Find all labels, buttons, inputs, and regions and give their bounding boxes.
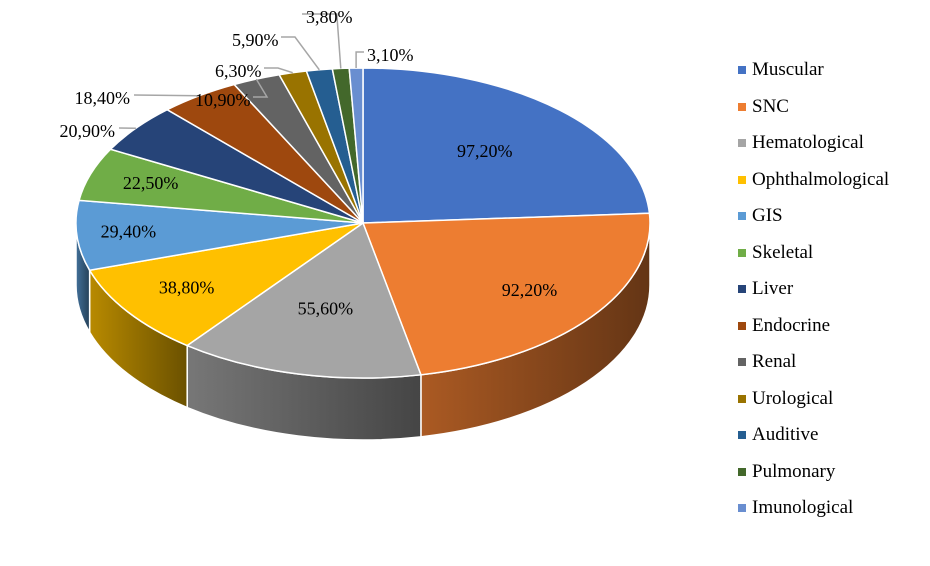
- data-label-liver: 20,90%: [60, 121, 116, 141]
- legend-label-urological: Urological: [752, 387, 834, 409]
- legend-swatch-ophthalmological: [738, 175, 746, 184]
- legend-item-hematological: Hematological: [738, 125, 889, 162]
- legend-swatch-endocrine: [738, 321, 746, 330]
- data-label-imunological: 3,10%: [367, 45, 414, 65]
- leader-line-imunological: [355, 51, 364, 68]
- data-label-ophthalmological: 38,80%: [159, 278, 215, 298]
- pie-data-labels: 97,20% 92,20% 55,60% 38,80% 29,40% 22,50% 20,9…: [60, 7, 558, 319]
- legend-label-snc: SNC: [752, 95, 789, 117]
- legend-label-pulmonary: Pulmonary: [752, 460, 836, 482]
- chart-legend: Muscular SNC Hematological Ophthalmological…: [738, 52, 889, 527]
- legend-label-endocrine: Endocrine: [752, 314, 831, 336]
- data-label-pulmonary: 3,80%: [306, 7, 353, 27]
- data-label-endocrine: 18,40%: [75, 88, 131, 108]
- legend-item-skeletal: Skeletal: [738, 235, 889, 272]
- legend-item-ophthalmological: Ophthalmological: [738, 162, 889, 199]
- legend-item-muscular: Muscular: [738, 52, 889, 89]
- data-label-skeletal: 22,50%: [123, 173, 179, 193]
- legend-swatch-gis: [738, 212, 746, 221]
- data-label-gis: 29,40%: [101, 221, 157, 241]
- pie-slice-muscular: [362, 67, 651, 224]
- leader-line-renal: [253, 78, 269, 98]
- data-label-snc: 92,20%: [502, 280, 558, 300]
- legend-label-renal: Renal: [752, 351, 797, 373]
- leader-line-urological: [264, 67, 293, 74]
- legend-item-auditive: Auditive: [738, 417, 889, 454]
- legend-label-muscular: Muscular: [752, 59, 824, 81]
- legend-item-imunological: Imunological: [738, 490, 889, 527]
- legend-swatch-pulmonary: [738, 467, 746, 476]
- legend-label-hematological: Hematological: [752, 132, 864, 154]
- pie-side-walls: [75, 222, 651, 441]
- legend-swatch-imunological: [738, 504, 746, 513]
- data-label-auditive: 5,90%: [232, 30, 279, 50]
- legend-item-renal: Renal: [738, 344, 889, 381]
- pie-slice-hematological: [185, 221, 422, 379]
- leader-line-auditive: [281, 36, 320, 71]
- legend-swatch-auditive: [738, 431, 746, 440]
- legend-swatch-renal: [738, 358, 746, 367]
- data-label-hematological: 55,60%: [298, 299, 354, 319]
- legend-item-snc: SNC: [738, 89, 889, 126]
- legend-label-auditive: Auditive: [752, 424, 819, 446]
- legend-label-gis: GIS: [752, 205, 783, 227]
- leader-line-endocrine: [133, 94, 200, 97]
- pie-slices: [75, 67, 651, 379]
- data-label-renal: 10,90%: [195, 90, 251, 110]
- legend-item-urological: Urological: [738, 381, 889, 418]
- data-label-urological: 6,30%: [215, 61, 262, 81]
- legend-item-pulmonary: Pulmonary: [738, 454, 889, 491]
- legend-swatch-hematological: [738, 139, 746, 148]
- legend-swatch-urological: [738, 394, 746, 403]
- legend-label-imunological: Imunological: [752, 497, 854, 519]
- legend-label-liver: Liver: [752, 278, 794, 300]
- legend-swatch-skeletal: [738, 248, 746, 257]
- legend-item-gis: GIS: [738, 198, 889, 235]
- leader-line-pulmonary: [302, 13, 342, 69]
- pie-slice-snc: [361, 212, 651, 376]
- legend-swatch-snc: [738, 102, 746, 111]
- legend-swatch-muscular: [738, 66, 746, 75]
- legend-label-ophthalmological: Ophthalmological: [752, 168, 890, 190]
- legend-item-liver: Liver: [738, 271, 889, 308]
- legend-swatch-liver: [738, 285, 746, 294]
- legend-label-skeletal: Skeletal: [752, 241, 814, 263]
- pie-slice-imunological: [348, 67, 364, 224]
- pie-slice-ophthalmological: [88, 222, 364, 347]
- legend-item-endocrine: Endocrine: [738, 308, 889, 345]
- data-label-muscular: 97,20%: [457, 141, 513, 161]
